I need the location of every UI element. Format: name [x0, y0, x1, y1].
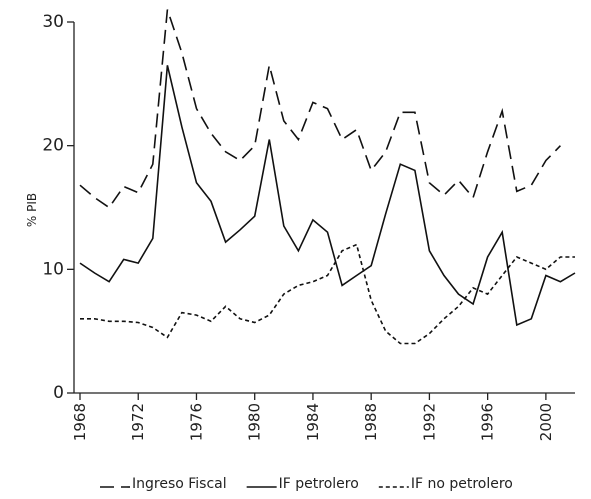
x-tick-label: 1988	[362, 403, 380, 441]
x-tick-label: 1992	[420, 403, 438, 441]
y-tick-label: 0	[53, 383, 64, 403]
y-tick-label: 20	[42, 136, 64, 156]
x-tick-label: 1984	[304, 403, 322, 441]
y-tick-label: 10	[42, 259, 64, 279]
series-line	[79, 65, 576, 327]
y-tick-label: 30	[42, 12, 64, 32]
x-tick-label: 1968	[71, 403, 89, 441]
legend-label: Ingreso Fiscal	[132, 476, 227, 492]
series-line	[80, 243, 575, 345]
series-line	[79, 9, 561, 209]
x-tick-label: 1976	[187, 403, 205, 441]
y-axis-label: % PIB	[25, 193, 39, 227]
x-tick-label: 1980	[246, 403, 264, 441]
x-tick-label: 1972	[129, 403, 147, 441]
x-tick-label: 2000	[537, 403, 555, 441]
legend-label: IF petrolero	[279, 476, 359, 492]
x-tick-label: 1996	[479, 403, 497, 441]
legend-label: IF no petrolero	[411, 476, 513, 492]
